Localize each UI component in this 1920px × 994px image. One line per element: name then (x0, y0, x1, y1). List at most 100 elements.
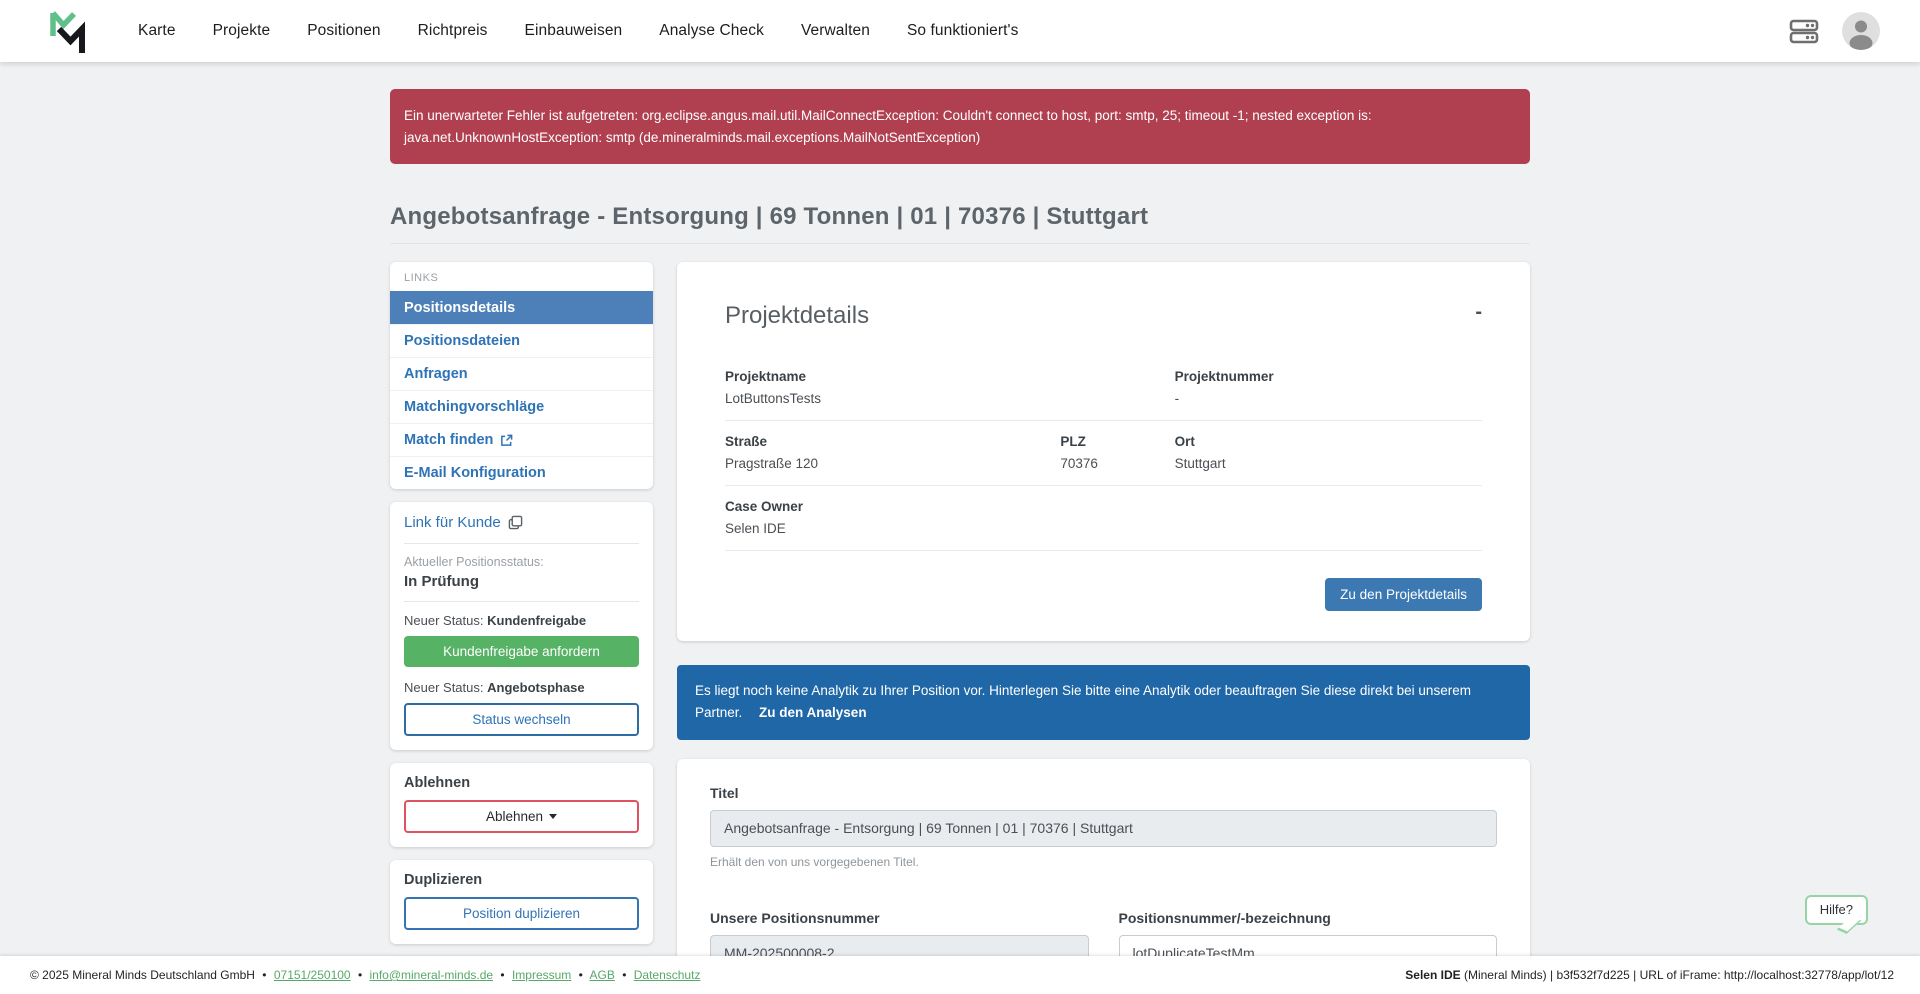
footer-session-text: (Mineral Minds) | b3f532f7d225 | URL of … (1460, 968, 1894, 982)
nav-right-icons (1788, 12, 1880, 50)
nav-item-richtpreis[interactable]: Richtpreis (417, 22, 488, 39)
sidebar-item-matchingvorschlaege[interactable]: Matchingvorschläge (390, 390, 653, 423)
nav-item-positionen[interactable]: Positionen (307, 22, 381, 39)
sidebar-item-label: Positionsdateien (404, 333, 521, 350)
footer-agb-link[interactable]: AGB (589, 968, 615, 982)
footer-user-name: Selen IDE (1405, 968, 1461, 982)
main-content: Projektdetails - Projektname LotButtonsT… (677, 262, 1530, 994)
link-fuer-kunde-label: Link für Kunde (404, 514, 501, 532)
field-value: Selen IDE (725, 521, 786, 537)
footer-copyright: © 2025 Mineral Minds Deutschland GmbH (30, 968, 255, 982)
duplicate-heading: Duplizieren (404, 872, 483, 889)
nav-item-karte[interactable]: Karte (138, 22, 176, 39)
go-to-analyses-link[interactable]: Zu den Analysen (759, 705, 867, 721)
collapse-card-button[interactable]: - (1475, 301, 1482, 324)
field-label: Case Owner (725, 499, 804, 515)
sidebar-item-label: Anfragen (404, 366, 468, 383)
go-to-project-details-button[interactable]: Zu den Projektdetails (1325, 578, 1482, 612)
reject-dropdown-button[interactable]: Ablehnen (404, 800, 639, 834)
footer-email-link[interactable]: info@mineral-minds.de (369, 968, 494, 982)
reject-heading: Ablehnen (404, 775, 471, 792)
sidebar-item-match-finden[interactable]: Match finden (390, 423, 653, 456)
mineral-minds-logo-icon[interactable] (46, 6, 90, 56)
sidebar: LINKS Positionsdetails Positionsdateien … (390, 262, 653, 994)
position-form-card: Titel Erhält den von uns vorgegebenen Ti… (677, 758, 1530, 994)
sidebar-item-label: E-Mail Konfiguration (404, 465, 546, 482)
sidebar-item-email-konfiguration[interactable]: E-Mail Konfiguration (390, 456, 653, 489)
caret-down-icon (549, 814, 558, 820)
field-projektnummer: Projektnummer - (1175, 369, 1482, 406)
duplicate-position-button[interactable]: Position duplizieren (404, 897, 639, 931)
link-fuer-kunde[interactable]: Link für Kunde (404, 514, 523, 531)
new-status-line-2: Neuer Status: Angebotsphase (404, 680, 639, 695)
field-label: Projektnummer (1174, 369, 1274, 385)
field-value: 70376 (1060, 456, 1098, 472)
current-status-value: In Prüfung (404, 573, 479, 591)
footer-separator: • (578, 968, 583, 982)
duplicate-card: Duplizieren Position duplizieren (390, 860, 653, 945)
project-details-card: Projektdetails - Projektname LotButtonsT… (677, 262, 1530, 642)
footer-session-info: Selen IDE (Mineral Minds) | b3f532f7d225… (1405, 968, 1894, 982)
footer-phone-link[interactable]: 07151/250100 (273, 968, 351, 982)
footer-impressum-link[interactable]: Impressum (511, 968, 572, 982)
titel-input (710, 809, 1497, 847)
field-strasse: Straße Pragstraße 120 (725, 434, 1060, 471)
switch-status-button[interactable]: Status wechseln (404, 703, 639, 737)
project-row-address: Straße Pragstraße 120 PLZ 70376 Ort Stut… (725, 421, 1482, 487)
request-approval-button[interactable]: Kundenfreigabe anfordern (404, 636, 639, 668)
footer-separator: • (500, 968, 505, 982)
copy-icon (508, 515, 523, 530)
field-ort: Ort Stuttgart (1175, 434, 1482, 471)
new-status-value: Kundenfreigabe (487, 613, 587, 629)
field-plz: PLZ 70376 (1060, 434, 1174, 471)
field-label: Ort (1174, 434, 1195, 450)
current-status-label: Aktueller Positionsstatus: (404, 555, 544, 570)
nav-item-einbauweisen[interactable]: Einbauweisen (524, 22, 623, 39)
server-stack-icon[interactable] (1788, 15, 1820, 47)
top-navigation-bar: Karte Projekte Positionen Richtpreis Ein… (0, 0, 1920, 62)
titel-label: Titel (710, 784, 739, 801)
form-group-titel: Titel Erhält den von uns vorgegebenen Ti… (710, 785, 1497, 869)
new-status-value: Angebotsphase (487, 680, 585, 696)
title-divider (390, 243, 1530, 245)
nav-item-verwalten[interactable]: Verwalten (800, 22, 870, 39)
field-label: PLZ (1060, 434, 1086, 450)
page-title: Angebotsanfrage - Entsorgung | 69 Tonnen… (390, 203, 1149, 231)
project-details-title: Projektdetails (725, 302, 870, 330)
new-status-prefix: Neuer Status: (404, 613, 484, 629)
nav-item-so-funktionierts[interactable]: So funktioniert's (906, 22, 1019, 39)
nav-item-analyse-check[interactable]: Analyse Check (659, 22, 764, 39)
sidebar-item-label: Match finden (404, 432, 494, 449)
error-alert-text: Ein unerwarteter Fehler ist aufgetreten:… (404, 108, 1372, 145)
analytics-info-banner: Es liegt noch keine Analytik zu Ihrer Po… (677, 665, 1530, 740)
status-card: Link für Kunde Aktueller Positionsstatus… (390, 502, 653, 751)
footer-separator: • (622, 968, 627, 982)
footer-separator: • (262, 968, 267, 982)
new-status-prefix: Neuer Status: (404, 680, 484, 696)
sidebar-links-card: LINKS Positionsdetails Positionsdateien … (390, 262, 653, 490)
divider (404, 601, 639, 603)
sidebar-item-positionsdateien[interactable]: Positionsdateien (390, 324, 653, 357)
titel-help-text: Erhält den von uns vorgegebenen Titel. (710, 854, 919, 869)
divider (404, 543, 639, 545)
project-row-name-number: Projektname LotButtonsTests Projektnumme… (725, 356, 1482, 422)
field-value: Stuttgart (1174, 456, 1226, 472)
main-nav: Karte Projekte Positionen Richtpreis Ein… (138, 22, 1018, 40)
nav-item-projekte[interactable]: Projekte (212, 22, 271, 39)
footer-datenschutz-link[interactable]: Datenschutz (633, 968, 701, 982)
unsere-positionsnummer-label: Unsere Positionsnummer (710, 909, 880, 926)
sidebar-item-positionsdetails[interactable]: Positionsdetails (390, 291, 653, 325)
footer-separator: • (357, 968, 363, 982)
field-value: LotButtonsTests (725, 391, 822, 407)
positionsnummer-label: Positionsnummer/-bezeichnung (1118, 909, 1331, 926)
footer-bar: © 2025 Mineral Minds Deutschland GmbH • … (0, 956, 1920, 994)
user-avatar-icon[interactable] (1842, 12, 1880, 50)
field-projektname: Projektname LotButtonsTests (725, 369, 1060, 406)
sidebar-item-anfragen[interactable]: Anfragen (390, 357, 653, 390)
error-alert-banner: Ein unerwarteter Fehler ist aufgetreten:… (390, 89, 1530, 165)
sidebar-item-label: Positionsdetails (404, 300, 516, 317)
reject-card: Ablehnen Ablehnen (390, 763, 653, 848)
field-label: Projektname (725, 369, 807, 385)
project-row-owner: Case Owner Selen IDE (725, 486, 1482, 552)
help-button[interactable]: Hilfe? (1804, 895, 1868, 925)
